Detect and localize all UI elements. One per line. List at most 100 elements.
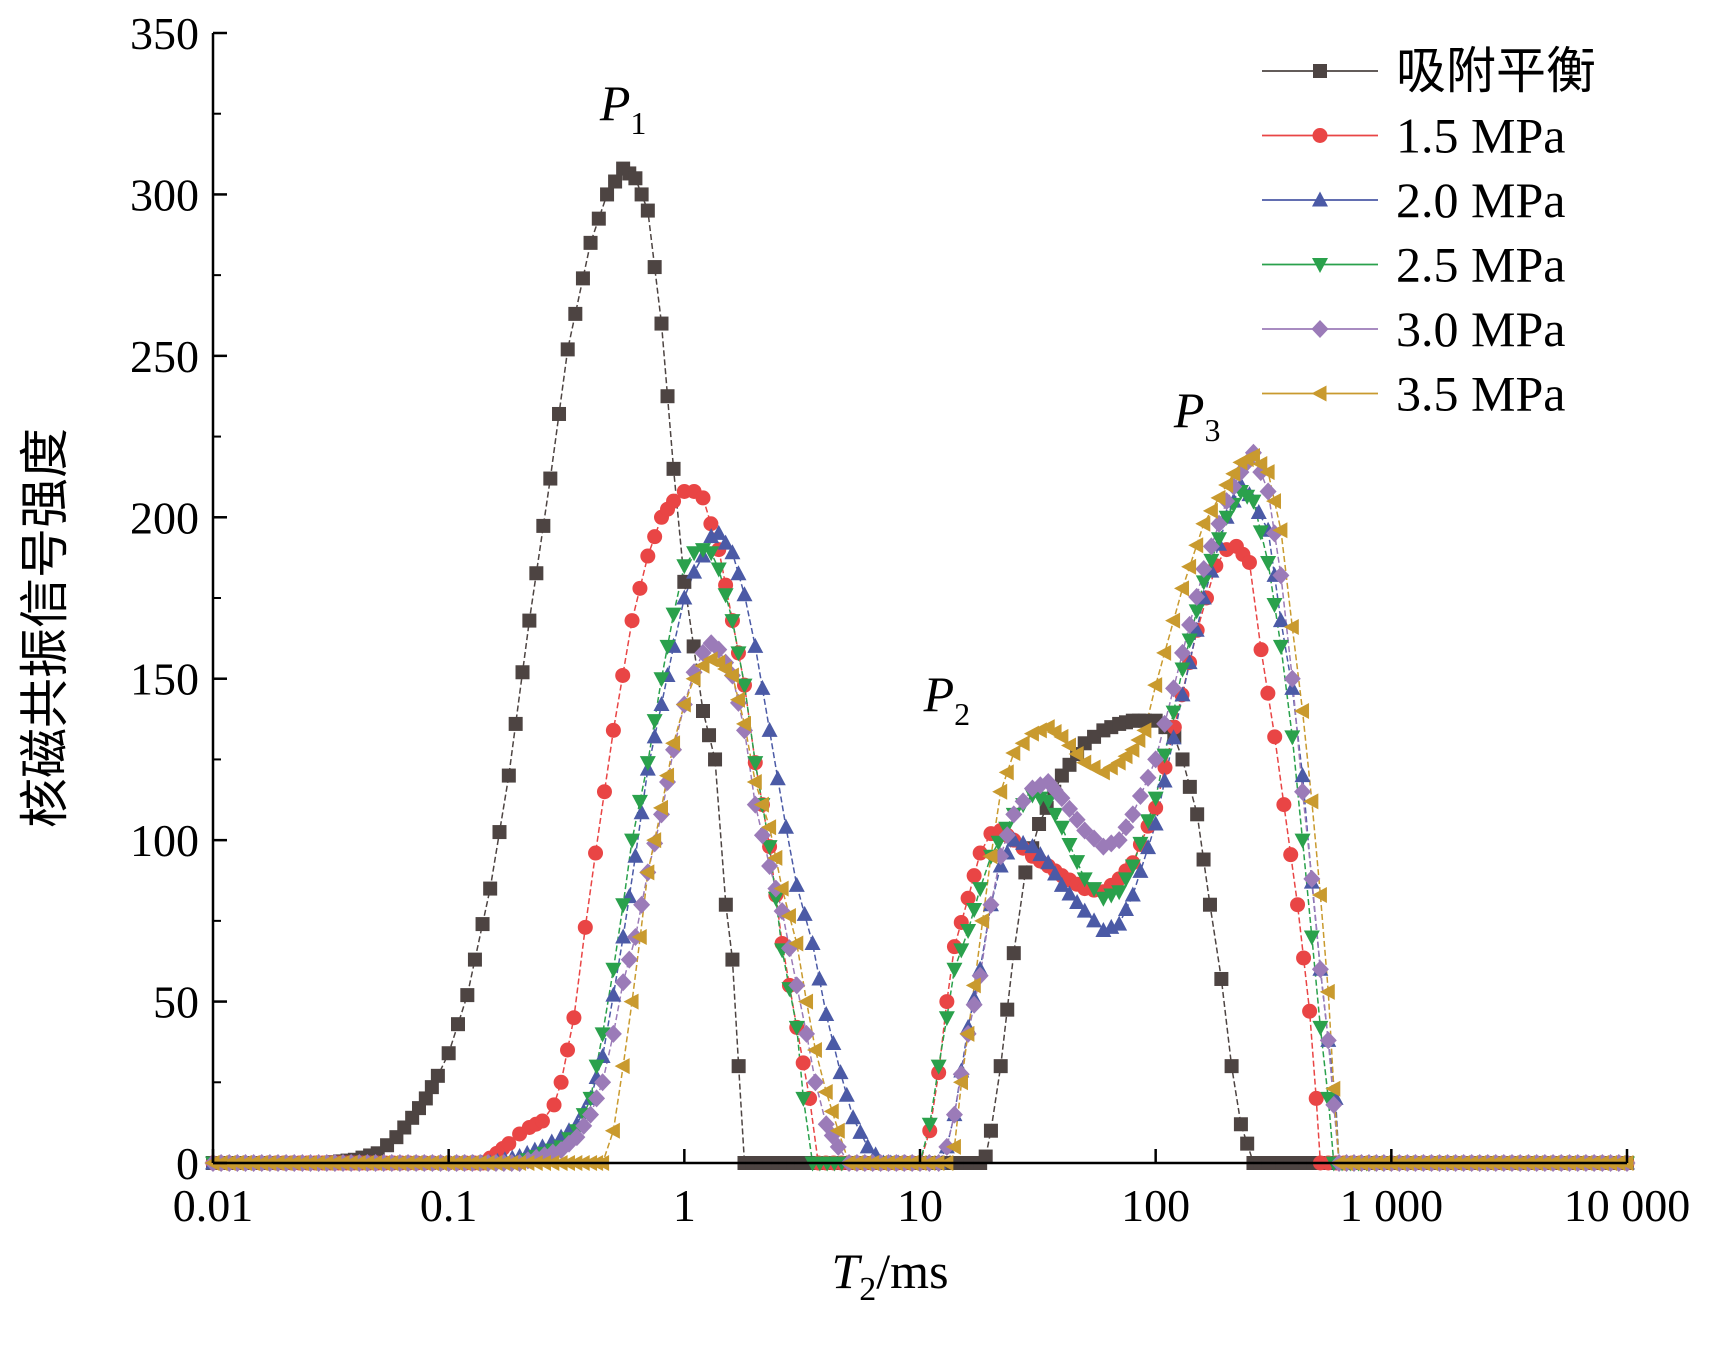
data-point bbox=[859, 1138, 876, 1154]
data-point bbox=[724, 614, 741, 630]
data-point bbox=[695, 490, 711, 506]
data-point bbox=[825, 1035, 842, 1051]
data-point bbox=[594, 1073, 612, 1092]
data-point bbox=[710, 654, 726, 671]
data-point bbox=[735, 715, 751, 732]
legend-item: 3.5 MPa bbox=[1262, 366, 1565, 422]
data-point bbox=[817, 1083, 833, 1100]
data-point bbox=[1188, 621, 1205, 637]
data-point bbox=[1014, 792, 1032, 811]
data-point bbox=[998, 764, 1014, 781]
data-point bbox=[568, 306, 583, 321]
data-point bbox=[686, 639, 701, 654]
data-point bbox=[624, 613, 640, 629]
data-point bbox=[1210, 489, 1226, 506]
data-point bbox=[972, 882, 989, 898]
data-point bbox=[965, 995, 983, 1014]
data-point bbox=[694, 657, 710, 674]
y-tick-label: 350 bbox=[130, 8, 199, 59]
data-point bbox=[1060, 799, 1078, 818]
data-point bbox=[659, 767, 675, 784]
legend-label: 2.5 MPa bbox=[1396, 237, 1565, 293]
data-point bbox=[832, 1064, 849, 1080]
data-point bbox=[1060, 737, 1076, 754]
data-point bbox=[588, 1059, 605, 1075]
data-point bbox=[475, 917, 490, 932]
data-point bbox=[1015, 834, 1032, 850]
data-point bbox=[945, 1105, 963, 1124]
data-point bbox=[736, 586, 753, 602]
data-point bbox=[992, 783, 1008, 800]
data-point bbox=[736, 678, 753, 694]
data-point bbox=[424, 1080, 439, 1095]
data-point bbox=[1302, 1003, 1318, 1019]
peak-label-1: P1 bbox=[599, 75, 647, 141]
data-point bbox=[806, 1073, 824, 1092]
data-point bbox=[1272, 522, 1288, 539]
data-point bbox=[960, 890, 976, 906]
data-point bbox=[818, 1005, 835, 1021]
data-point bbox=[1110, 831, 1128, 850]
data-point bbox=[604, 1122, 620, 1139]
series-points-5 bbox=[204, 443, 1636, 1172]
data-point bbox=[946, 962, 963, 978]
legend: 吸附平衡 1.5 MPa 2.0 MPa 2.5 MPa 3.0 MPa 3.5 MPa bbox=[1262, 43, 1596, 422]
data-point bbox=[1241, 554, 1257, 570]
data-point bbox=[796, 905, 813, 921]
data-point bbox=[998, 826, 1016, 845]
series-points-4 bbox=[205, 484, 1635, 1172]
data-point bbox=[1132, 836, 1149, 852]
series-line-5 bbox=[213, 451, 1627, 1164]
data-point bbox=[1294, 782, 1312, 801]
data-point bbox=[1181, 633, 1198, 649]
data-point bbox=[1174, 686, 1191, 702]
series-line-2 bbox=[213, 490, 1627, 1164]
data-point bbox=[1156, 748, 1173, 764]
data-point bbox=[1303, 869, 1321, 888]
data-point bbox=[1076, 872, 1093, 888]
data-point bbox=[753, 826, 771, 845]
data-point bbox=[1040, 854, 1057, 870]
data-point bbox=[659, 639, 676, 655]
data-point bbox=[686, 563, 703, 579]
data-point bbox=[666, 461, 681, 476]
legend-marker bbox=[1311, 320, 1329, 338]
data-point bbox=[605, 986, 622, 1002]
data-point bbox=[627, 847, 644, 863]
data-point bbox=[522, 613, 537, 628]
data-point bbox=[1117, 901, 1134, 917]
data-point bbox=[647, 260, 662, 275]
data-point bbox=[1054, 768, 1069, 783]
data-point bbox=[1005, 831, 1022, 847]
data-point bbox=[560, 1042, 576, 1058]
data-point bbox=[653, 696, 670, 712]
data-point bbox=[1272, 566, 1290, 585]
data-point bbox=[1069, 894, 1086, 910]
data-point bbox=[631, 929, 647, 945]
data-point bbox=[982, 848, 998, 865]
data-point bbox=[634, 187, 649, 202]
legend-marker bbox=[1311, 385, 1327, 402]
data-point bbox=[1283, 669, 1301, 688]
x-tick-label: 1 bbox=[673, 1180, 696, 1231]
data-point bbox=[993, 1059, 1008, 1074]
data-point bbox=[753, 796, 769, 813]
data-point bbox=[615, 928, 632, 944]
data-point bbox=[811, 970, 828, 986]
data-point bbox=[1156, 644, 1172, 661]
data-point bbox=[1202, 537, 1220, 556]
data-point bbox=[628, 171, 643, 186]
data-point bbox=[718, 897, 733, 912]
data-point bbox=[1188, 537, 1204, 554]
data-point bbox=[1244, 447, 1260, 464]
data-point bbox=[577, 919, 593, 935]
data-point bbox=[1181, 615, 1199, 634]
data-point bbox=[418, 1091, 433, 1106]
data-point bbox=[939, 994, 955, 1010]
data-point bbox=[1076, 902, 1093, 918]
data-point bbox=[492, 825, 507, 840]
data-point bbox=[982, 895, 1000, 914]
data-point bbox=[730, 646, 747, 662]
data-point bbox=[1147, 815, 1164, 831]
data-point bbox=[829, 1137, 847, 1156]
